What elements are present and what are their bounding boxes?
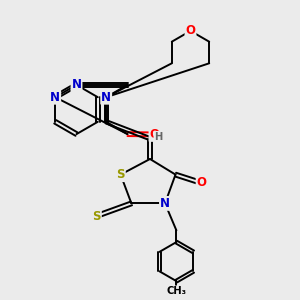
Text: O: O xyxy=(185,24,196,38)
Text: H: H xyxy=(154,132,163,142)
Text: N: N xyxy=(50,91,60,104)
Text: N: N xyxy=(160,197,170,210)
Text: N: N xyxy=(101,91,111,104)
Text: O: O xyxy=(149,128,160,141)
Text: S: S xyxy=(116,168,125,181)
Text: O: O xyxy=(196,176,207,190)
Text: CH₃: CH₃ xyxy=(167,286,186,296)
Text: S: S xyxy=(92,209,101,223)
Text: N: N xyxy=(71,78,82,92)
